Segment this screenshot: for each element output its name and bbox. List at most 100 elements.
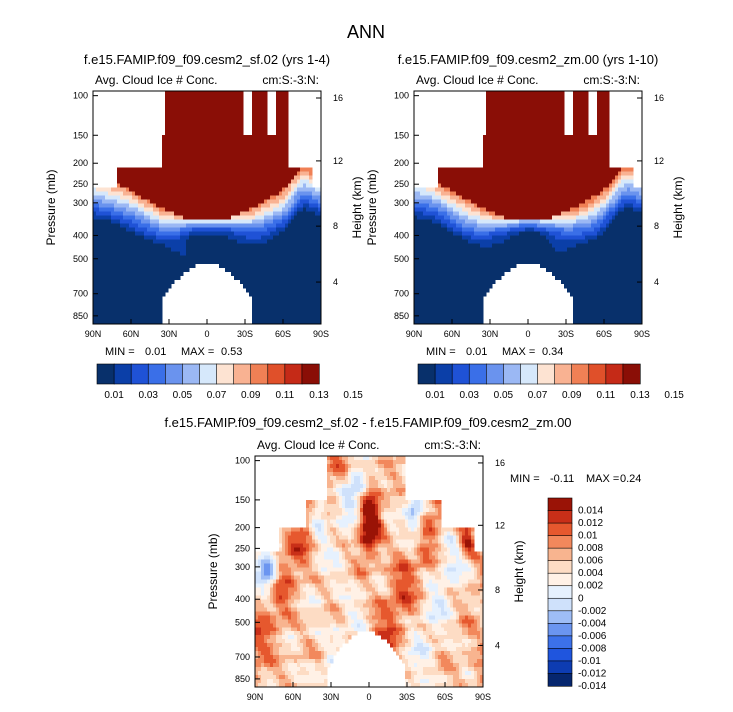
field-cell (225, 123, 229, 128)
field-cell (192, 199, 196, 204)
field-cell (153, 263, 157, 269)
field-cell (189, 127, 193, 132)
field-cell (171, 123, 175, 128)
field-cell (558, 203, 562, 208)
field-cell (471, 179, 475, 184)
field-cell (195, 191, 199, 196)
field-cell (117, 215, 121, 220)
field-cell (537, 91, 541, 96)
field-cell (315, 319, 319, 325)
field-cell (213, 115, 217, 120)
field-cell (222, 151, 226, 156)
field-cell (291, 223, 295, 228)
field-cell (192, 167, 196, 172)
field-cell (126, 315, 130, 321)
field-cell (528, 135, 532, 140)
field-cell (306, 259, 310, 265)
field-cell (471, 203, 475, 208)
field-cell (171, 255, 175, 261)
field-cell (558, 167, 562, 172)
field-cell (279, 291, 283, 297)
field-cell (588, 211, 592, 216)
field-cell (621, 175, 625, 180)
field-cell (225, 235, 229, 241)
field-cell (141, 243, 145, 249)
field-cell (207, 107, 211, 112)
field-cell (120, 171, 124, 176)
field-cell (279, 227, 283, 233)
field-cell (240, 231, 244, 237)
field-cell (435, 215, 439, 220)
field-cell (237, 227, 241, 233)
field-cell (279, 115, 283, 120)
field-cell (129, 223, 133, 228)
field-cell (582, 175, 586, 180)
field-cell (213, 203, 217, 208)
field-cell (225, 267, 229, 273)
field-cell (201, 171, 205, 176)
field-cell (279, 151, 283, 156)
field-cell (210, 215, 214, 220)
field-cell (285, 195, 289, 200)
field-cell (531, 155, 535, 160)
field-cell (516, 151, 520, 156)
field-cell (240, 107, 244, 112)
field-cell (114, 231, 118, 237)
field-cell (618, 179, 622, 184)
field-cell (276, 271, 280, 277)
field-cell (231, 123, 235, 128)
field-cell (168, 279, 172, 285)
field-cell (504, 215, 508, 220)
field-cell (501, 127, 505, 132)
field-cell (300, 175, 304, 180)
field-cell (114, 191, 118, 196)
field-cell (282, 131, 286, 136)
field-cell (537, 131, 541, 136)
field-cell (258, 131, 262, 136)
field-cell (99, 247, 103, 253)
field-cell (459, 191, 463, 196)
field-cell (570, 183, 574, 188)
field-cell (177, 231, 181, 237)
field-cell (174, 151, 178, 156)
field-cell (147, 283, 151, 289)
field-cell (267, 231, 271, 237)
field-cell (507, 135, 511, 140)
field-cell (297, 219, 301, 224)
field-cell (168, 155, 172, 160)
field-cell (270, 283, 274, 289)
field-cell (231, 243, 235, 249)
field-cell (537, 187, 541, 192)
field-cell (135, 251, 139, 257)
field-cell (456, 187, 460, 192)
field-cell (177, 95, 181, 100)
field-cell (123, 227, 127, 233)
field-cell (192, 95, 196, 100)
field-cell (603, 195, 607, 200)
field-cell (144, 239, 148, 245)
field-cell (480, 199, 484, 204)
colorbar-box (113, 363, 132, 385)
field-cell (513, 95, 517, 100)
field-cell (93, 279, 97, 285)
field-cell (120, 167, 124, 172)
field-cell (237, 267, 241, 273)
field-cell (120, 227, 124, 233)
field-cell (249, 259, 253, 265)
field-cell (243, 143, 247, 148)
field-cell (417, 207, 421, 212)
field-cell (297, 311, 301, 317)
field-cell (555, 163, 559, 168)
field-cell (249, 175, 253, 180)
field-cell (138, 299, 142, 305)
field-cell (258, 251, 262, 257)
field-cell (306, 299, 310, 305)
field-cell (126, 279, 130, 285)
field-cell (228, 267, 232, 273)
field-cell (438, 175, 442, 180)
field-cell (117, 191, 121, 196)
field-cell (165, 123, 169, 128)
field-cell (153, 171, 157, 176)
field-cell (534, 155, 538, 160)
field-cell (252, 139, 256, 144)
